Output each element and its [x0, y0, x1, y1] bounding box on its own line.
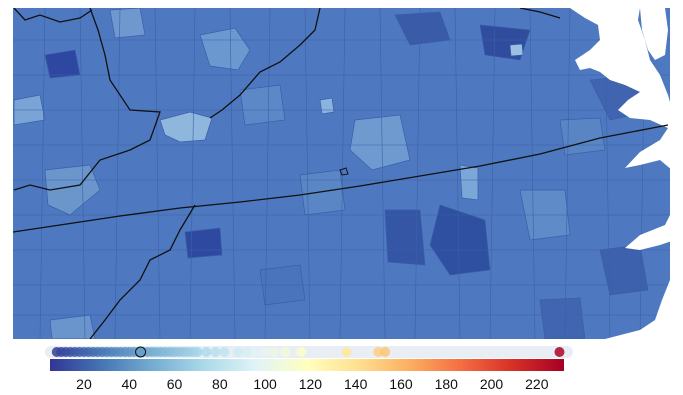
distribution-dot — [260, 347, 271, 357]
distribution-dots — [51, 346, 565, 358]
legend-tick-label: 220 — [525, 376, 549, 392]
county — [199, 27, 251, 71]
county — [384, 209, 426, 266]
md-border — [519, 8, 561, 19]
chesapeake-shore — [640, 8, 668, 60]
county — [44, 49, 81, 79]
county — [319, 97, 335, 115]
distribution-dot — [296, 347, 307, 357]
distribution-dot — [269, 347, 280, 357]
map-area — [13, 8, 670, 339]
county — [559, 117, 606, 156]
color-legend: 20 40 60 80 100 120 140 160 180 200 220 — [45, 346, 573, 392]
legend-tick-label: 20 — [76, 376, 92, 392]
county — [539, 297, 586, 339]
legend-tick-label: 60 — [167, 376, 183, 392]
legend-tick-label: 180 — [435, 376, 459, 392]
distribution-dot — [251, 347, 262, 357]
legend-ticks: 20 40 60 80 100 120 140 160 180 200 220 — [76, 376, 549, 392]
legend-tick-label: 160 — [389, 376, 413, 392]
county — [159, 111, 213, 143]
distribution-dot — [341, 347, 352, 357]
county — [299, 169, 346, 216]
county-boundaries — [13, 8, 670, 339]
county-shading — [13, 8, 656, 339]
distribution-dot — [554, 347, 565, 357]
atlantic-water — [570, 8, 670, 339]
selected-value-marker[interactable] — [135, 346, 147, 358]
tn-nc-border — [89, 204, 196, 339]
legend-tick-label: 80 — [212, 376, 228, 392]
legend-colorbar — [50, 359, 564, 371]
wv-va-border-north — [209, 8, 321, 119]
county — [109, 8, 146, 39]
county — [184, 227, 223, 259]
ky-va-border — [13, 8, 93, 23]
va-nc-border — [13, 124, 669, 233]
legend-tick-label: 140 — [344, 376, 368, 392]
distribution-dot — [201, 347, 212, 357]
legend-tick-label: 100 — [253, 376, 277, 392]
county — [509, 43, 524, 57]
distribution-dot — [241, 347, 252, 357]
legend-tick-label: 120 — [299, 376, 323, 392]
state-borders — [13, 8, 669, 339]
county — [459, 164, 479, 201]
small-county-outline — [339, 167, 349, 176]
legend-tick-label: 200 — [480, 376, 504, 392]
county — [239, 84, 286, 126]
distribution-dot — [210, 347, 221, 357]
distribution-dot — [380, 347, 391, 357]
wv-va-border — [13, 8, 161, 191]
county — [49, 314, 96, 339]
distribution-dot — [192, 347, 203, 357]
distribution-dot — [232, 347, 243, 357]
legend-tick-label: 40 — [121, 376, 137, 392]
county — [429, 204, 491, 276]
distribution-dot — [219, 347, 230, 357]
distribution-dot — [280, 347, 291, 357]
